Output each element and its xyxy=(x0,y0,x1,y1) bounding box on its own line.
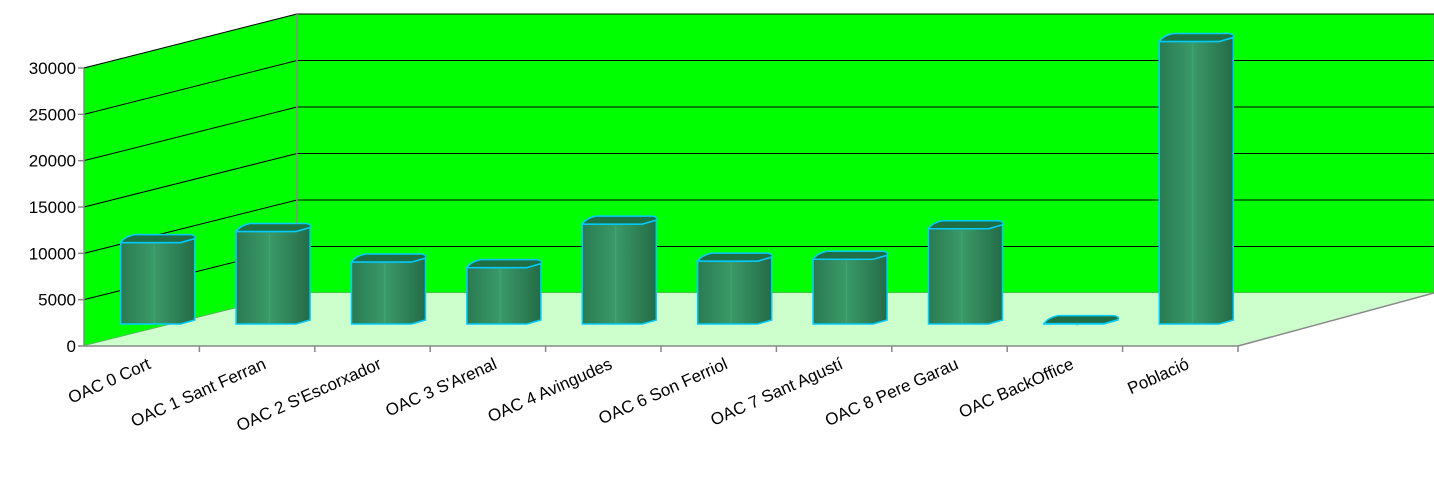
bar-top xyxy=(696,252,773,262)
bar xyxy=(350,253,427,325)
bar xyxy=(580,215,658,325)
bar xyxy=(234,222,312,325)
bar-top xyxy=(580,215,658,225)
bar-top xyxy=(1157,32,1235,43)
bar-top xyxy=(350,253,427,263)
gridline-side xyxy=(83,60,298,115)
bar xyxy=(927,219,1004,325)
y-tick-label: 25000 xyxy=(29,105,76,124)
bar-top xyxy=(1042,314,1120,325)
bar xyxy=(119,233,196,325)
x-tick-label: OAC 0 Cort xyxy=(65,354,153,407)
bar-body xyxy=(119,237,196,325)
bar-body xyxy=(696,256,773,325)
y-tick-label: 0 xyxy=(67,337,76,356)
x-tick-label: OAC BackOffice xyxy=(956,354,1077,422)
bar xyxy=(811,250,889,325)
gridline-side xyxy=(83,13,298,69)
bar-body xyxy=(812,254,888,325)
bar-body xyxy=(466,262,542,325)
bar-top xyxy=(119,233,196,244)
gridline-side xyxy=(83,199,298,254)
y-tick-label: 10000 xyxy=(29,244,76,263)
bar xyxy=(465,258,543,325)
y-tick-label: 20000 xyxy=(29,152,76,171)
x-tick-label: OAC 3 S'Arenal xyxy=(383,354,500,420)
y-tick-label: 30000 xyxy=(29,59,76,78)
y-axis-ticks: 0 5000 10000 15000 20000 25000 30000 xyxy=(29,59,84,356)
bar xyxy=(1042,314,1120,326)
bar-top xyxy=(465,258,543,269)
bar-body xyxy=(1158,36,1235,325)
bar-body xyxy=(235,226,311,325)
gridline-side xyxy=(83,106,298,162)
gridline-side xyxy=(83,153,298,208)
bar-top xyxy=(927,219,1004,230)
y-tick-label: 15000 xyxy=(29,198,76,217)
bar-body xyxy=(581,219,658,325)
bar-top xyxy=(811,250,889,261)
bar-body xyxy=(927,223,1004,325)
y-tick-label: 5000 xyxy=(38,291,76,310)
bars xyxy=(119,32,1235,326)
x-tick-label: Població xyxy=(1125,354,1192,398)
bar xyxy=(1157,32,1235,325)
gridlines xyxy=(83,13,1434,301)
bar xyxy=(696,252,773,325)
floor-right-edge xyxy=(1237,292,1434,347)
bar-body xyxy=(350,257,427,325)
bar-top xyxy=(234,222,312,233)
x-tick-label: OAC 4 Avingudes xyxy=(485,354,615,426)
